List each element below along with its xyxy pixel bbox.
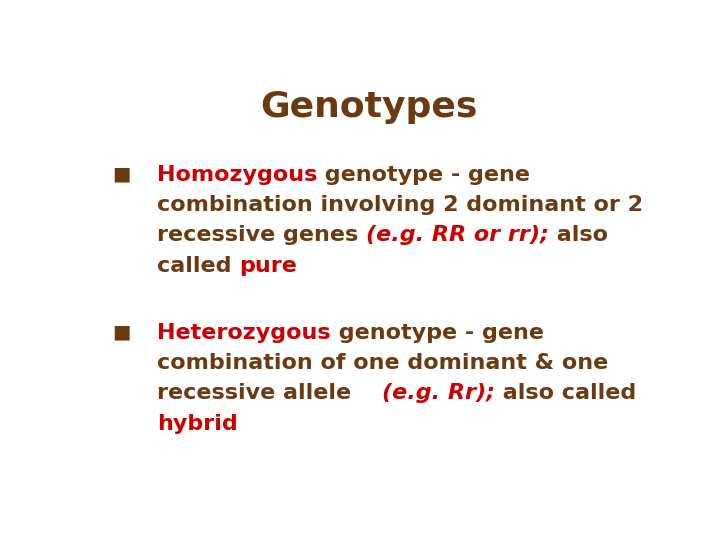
Text: pure: pure <box>239 255 297 275</box>
Text: recessive genes: recessive genes <box>157 225 366 245</box>
Text: Homozygous: Homozygous <box>157 165 318 185</box>
Text: ■: ■ <box>112 165 131 184</box>
Text: ■: ■ <box>112 322 131 342</box>
Text: Genotypes: Genotypes <box>261 90 477 124</box>
Text: recessive allele: recessive allele <box>157 383 382 403</box>
Text: combination involving 2 dominant or 2: combination involving 2 dominant or 2 <box>157 195 643 215</box>
Text: called: called <box>157 255 239 275</box>
Text: hybrid: hybrid <box>157 414 238 434</box>
Text: genotype - gene: genotype - gene <box>330 322 544 342</box>
Text: also called: also called <box>495 383 636 403</box>
Text: also: also <box>549 225 608 245</box>
Text: combination of one dominant & one: combination of one dominant & one <box>157 353 608 373</box>
Text: (e.g. Rr);: (e.g. Rr); <box>382 383 495 403</box>
Text: (e.g. RR or rr);: (e.g. RR or rr); <box>366 225 549 245</box>
Text: genotype - gene: genotype - gene <box>318 165 531 185</box>
Text: Heterozygous: Heterozygous <box>157 322 330 342</box>
